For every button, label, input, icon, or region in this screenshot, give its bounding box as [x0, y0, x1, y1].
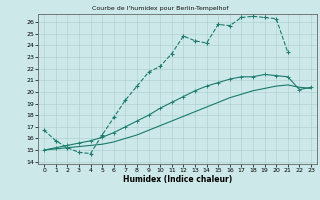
X-axis label: Humidex (Indice chaleur): Humidex (Indice chaleur) [123, 175, 232, 184]
Text: Courbe de l'humidex pour Berlin-Tempelhof: Courbe de l'humidex pour Berlin-Tempelho… [92, 6, 228, 11]
